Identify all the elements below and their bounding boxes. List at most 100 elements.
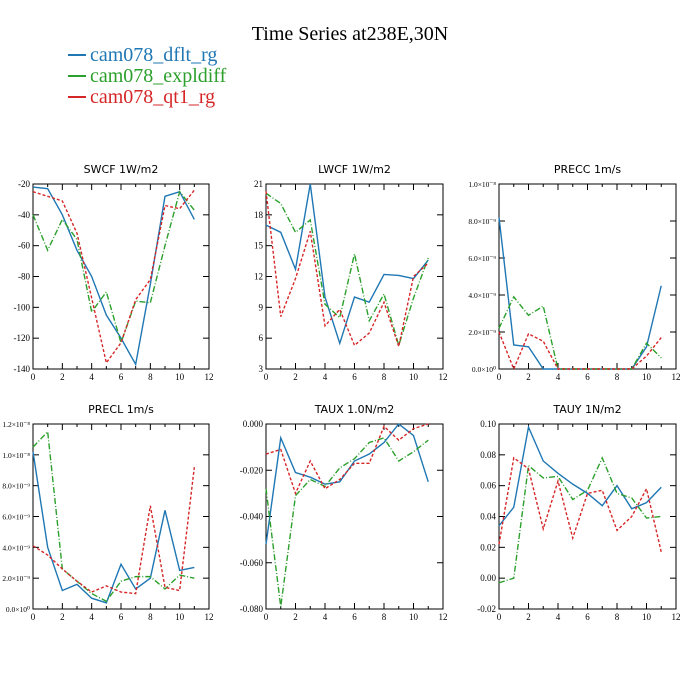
panel-taux: TAUX 1.0N/m2 0 2 4 6 8 10 12 -0.080 -0.060 -0.040 -… (240, 403, 448, 622)
y-tick-label: 2.0×10⁻⁹ (468, 328, 496, 337)
series-line-cam078_dflt_rg (32, 451, 195, 604)
panel-tauy: TAUY 1N/m2 0 2 4 6 8 10 12 -0.02 0.00 0.02 0.04 0.06… (477, 403, 680, 622)
x-tick-label: 0 (264, 612, 269, 622)
y-tick-label: 9 (259, 302, 264, 312)
y-tick-label: -0.040 (240, 512, 264, 522)
x-tick-label: 0 (264, 372, 269, 382)
series-line-cam078_expldiff (32, 190, 195, 346)
series-line-cam078_expldiff (498, 295, 662, 370)
y-tick-label: 0.06 (480, 481, 496, 491)
x-tick-label: 4 (556, 372, 561, 382)
series-line-cam078_expldiff (265, 437, 429, 607)
y-tick-label: 0.08 (480, 450, 496, 460)
y-tick-label: 0.00 (480, 573, 496, 583)
y-tick-label: 1.2×10⁻⁸ (2, 420, 30, 429)
y-tick-label: -0.02 (477, 604, 496, 614)
x-tick-label: 0 (497, 612, 502, 622)
x-tick-label: 6 (119, 612, 124, 622)
x-tick-label: 2 (293, 372, 298, 382)
x-tick-label: 4 (556, 612, 561, 622)
panel-title: LWCF 1W/m2 (318, 163, 391, 176)
x-tick-label: 0 (497, 372, 502, 382)
y-tick-label: -40 (18, 210, 30, 220)
x-tick-label: 10 (642, 612, 652, 622)
x-tick-label: 2 (60, 612, 65, 622)
x-tick-label: 8 (148, 372, 153, 382)
y-tick-label: -140 (14, 364, 31, 374)
panels: SWCF 1W/m2 0 2 4 6 8 10 12 -140 -120 -100 -80 -60 -40… (2, 163, 680, 622)
x-tick-label: 8 (382, 372, 387, 382)
legend: cam078_dflt_rg cam078_expldiff cam078_qt… (68, 44, 227, 108)
x-tick-label: 12 (205, 372, 214, 382)
x-tick-label: 0 (31, 372, 36, 382)
y-tick-label: -0.080 (240, 604, 264, 614)
y-tick-label: 0.02 (480, 542, 496, 552)
x-tick-label: 4 (89, 612, 94, 622)
legend-entry: cam078_expldiff (68, 65, 227, 87)
y-tick-label: -80 (18, 272, 30, 282)
y-tick-label: 0.0×10⁰ (6, 605, 30, 614)
x-tick-label: 2 (293, 612, 298, 622)
x-tick-label: 6 (585, 612, 590, 622)
legend-entry: cam078_dflt_rg (68, 44, 217, 66)
x-tick-label: 6 (352, 612, 357, 622)
y-tick-label: 1.0×10⁻⁸ (2, 451, 30, 460)
panel-title: TAUY 1N/m2 (552, 403, 621, 416)
y-tick-label: 4.0×10⁻⁹ (2, 543, 30, 552)
y-tick-label: -120 (14, 333, 31, 343)
legend-label: cam078_qt1_rg (90, 86, 215, 108)
y-tick-label: -0.060 (240, 558, 264, 568)
y-tick-label: 8.0×10⁻⁹ (2, 482, 30, 491)
plot-frame (265, 183, 444, 370)
series-line-cam078_qt1_rg (498, 331, 662, 371)
y-tick-label: -20 (18, 179, 30, 189)
series-line-cam078_qt1_rg (498, 456, 662, 553)
x-tick-label: 2 (526, 372, 531, 382)
y-tick-label: 15 (254, 241, 264, 251)
y-tick-label: 2.0×10⁻⁹ (2, 574, 30, 583)
x-tick-label: 12 (439, 372, 448, 382)
series-line-cam078_dflt_rg (498, 217, 662, 370)
series-line-cam078_dflt_rg (32, 186, 195, 367)
x-tick-label: 2 (526, 612, 531, 622)
series-line-cam078_expldiff (32, 430, 195, 603)
x-tick-label: 12 (439, 612, 448, 622)
x-tick-label: 10 (175, 372, 185, 382)
x-tick-label: 10 (409, 612, 419, 622)
x-tick-label: 8 (615, 612, 620, 622)
x-tick-label: 8 (615, 372, 620, 382)
panel-title: PRECL 1m/s (88, 403, 154, 416)
figure-title: Time Series at238E,30N (252, 23, 448, 45)
x-tick-label: 6 (352, 372, 357, 382)
panel-title: SWCF 1W/m2 (84, 163, 159, 176)
plot-frame (498, 423, 677, 610)
x-tick-label: 12 (672, 612, 681, 622)
y-tick-label: 6 (259, 333, 264, 343)
y-tick-label: 6.0×10⁻⁹ (468, 254, 496, 263)
x-tick-label: 4 (323, 612, 328, 622)
x-tick-label: 4 (89, 372, 94, 382)
y-tick-label: 4.0×10⁻⁹ (468, 291, 496, 300)
x-tick-label: 0 (31, 612, 36, 622)
y-tick-label: -0.020 (240, 465, 264, 475)
panel-title: PRECC 1m/s (554, 163, 622, 176)
y-tick-label: 3 (259, 364, 264, 374)
x-tick-label: 6 (119, 372, 124, 382)
x-tick-label: 12 (672, 372, 681, 382)
series-line-cam078_qt1_rg (265, 191, 429, 350)
y-tick-label: 0.10 (480, 419, 496, 429)
y-tick-label: -100 (14, 302, 31, 312)
panel-swcf: SWCF 1W/m2 0 2 4 6 8 10 12 -140 -120 -100 -80 -60 -40… (14, 163, 214, 382)
panel-title: TAUX 1.0N/m2 (314, 403, 395, 416)
x-tick-label: 10 (409, 372, 419, 382)
series-line-cam078_qt1_rg (265, 423, 429, 496)
y-tick-label: 0.0×10⁰ (472, 365, 496, 374)
panel-precc: PRECC 1m/s 0 2 4 6 8 10 12 0.0×10⁰ 2.0×10⁻⁹ 4.0×10… (468, 163, 680, 382)
y-tick-label: -60 (18, 241, 30, 251)
y-tick-label: 0.000 (243, 419, 264, 429)
y-tick-label: 12 (254, 272, 263, 282)
x-tick-label: 6 (585, 372, 590, 382)
series-line-cam078_dflt_rg (265, 423, 429, 545)
panel-precl: PRECL 1m/s 0 2 4 6 8 10 12 0.0×10⁰ 2.0×10⁻⁹ 4.0×10… (2, 403, 213, 622)
